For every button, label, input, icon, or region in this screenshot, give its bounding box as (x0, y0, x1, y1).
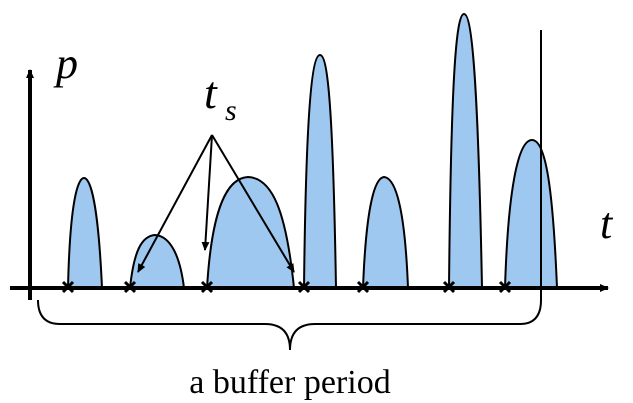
pulse-6 (447, 12, 484, 289)
pointer-arrows (137, 134, 295, 273)
pulse-1 (66, 176, 104, 289)
pulse-7 (503, 138, 559, 289)
start-marker (297, 280, 311, 294)
y-axis-label: p (53, 39, 78, 88)
start-marker (442, 280, 456, 294)
pointer-arrow (201, 134, 213, 251)
pulses (66, 12, 559, 289)
pointer-arrow (137, 134, 213, 273)
start-marker (498, 280, 512, 294)
start-time-label: t (204, 67, 218, 118)
start-marker (61, 280, 75, 294)
start-time-markers (61, 280, 512, 294)
pulse-2 (128, 233, 186, 289)
x-axis-label: t (600, 199, 614, 248)
pulse-4 (302, 53, 338, 289)
pointer-arrow (211, 134, 295, 273)
pulse-5 (361, 175, 410, 289)
buffer-period-brace (37, 299, 542, 351)
bracket-label: a buffer period (189, 364, 390, 401)
start-marker (200, 280, 214, 294)
start-marker (123, 280, 137, 294)
start-marker (356, 280, 370, 294)
start-time-subscript: s (225, 94, 237, 127)
pulse-3 (205, 175, 296, 289)
